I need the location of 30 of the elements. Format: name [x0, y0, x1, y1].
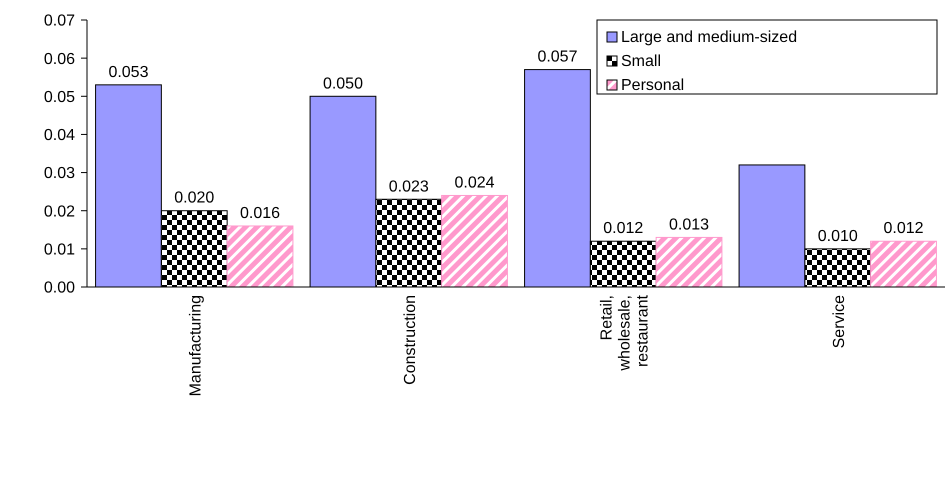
- data-label: 0.012: [603, 220, 644, 238]
- bar: [656, 236, 722, 288]
- data-label: 0.053: [108, 64, 149, 81]
- data-label: 0.024: [454, 174, 495, 192]
- data-label: 0.020: [174, 190, 214, 207]
- y-tick-label: 0.02: [44, 203, 76, 220]
- x-tick-label: Service: [830, 294, 848, 348]
- data-label: 0.012: [884, 220, 924, 238]
- x-tick-label: Construction: [402, 295, 419, 385]
- data-label: 0.023: [388, 178, 429, 196]
- bar: [870, 240, 937, 288]
- data-label: 0.057: [537, 48, 578, 66]
- x-tick-label: Manufacturing: [187, 295, 204, 396]
- bar: [226, 225, 294, 288]
- y-tick-label: 0.06: [44, 50, 76, 68]
- legend-label: Small: [621, 53, 662, 70]
- y-tick-label: 0.05: [44, 88, 76, 106]
- data-label: 0.013: [669, 216, 710, 234]
- legend-label: Personal: [621, 77, 684, 94]
- y-tick-label: 0.00: [44, 280, 76, 297]
- legend-label: Large and medium-sized: [621, 29, 798, 46]
- y-tick-label: 0.07: [44, 12, 76, 30]
- y-tick-label: 0.01: [44, 241, 76, 258]
- data-label: 0.050: [322, 75, 364, 92]
- y-tick-label: 0.04: [44, 127, 76, 144]
- y-tick-label: 0.03: [44, 165, 76, 182]
- data-label: 0.016: [240, 204, 280, 222]
- x-tick-label: Retail, wholesale, restaurant: [598, 294, 652, 372]
- bar: [441, 194, 508, 288]
- data-label: 0.010: [818, 228, 858, 245]
